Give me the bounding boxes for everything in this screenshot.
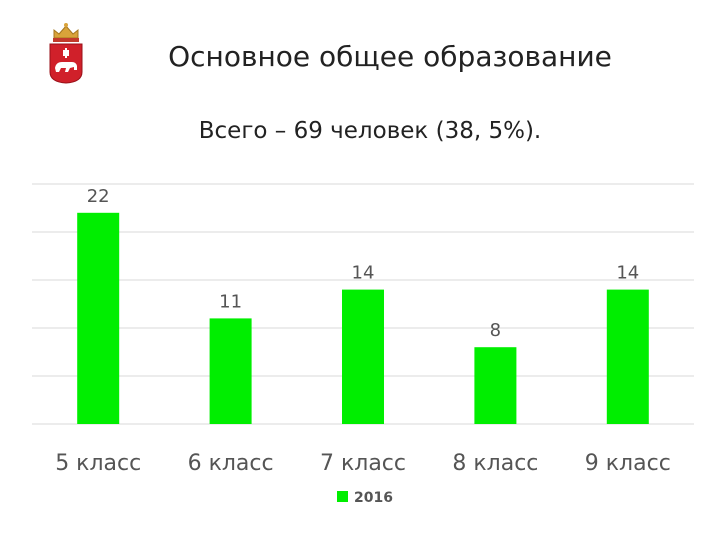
legend-swatch-2016 xyxy=(337,491,348,502)
bar-6-class xyxy=(209,318,252,424)
page-title: Основное общее образование xyxy=(168,40,612,73)
chart-bars xyxy=(77,212,649,424)
data-label: 14 xyxy=(616,263,639,284)
legend-label-2016: 2016 xyxy=(354,490,393,506)
x-tick-label: 7 класс xyxy=(320,451,406,476)
x-tick-label: 9 класс xyxy=(585,451,671,476)
x-tick-label: 5 класс xyxy=(55,451,141,476)
page-subtitle: Всего – 69 человек (38, 5%). xyxy=(198,118,542,144)
data-label: 14 xyxy=(352,263,375,284)
data-label: 11 xyxy=(219,291,242,312)
data-label: 22 xyxy=(87,186,110,207)
bar-7-class xyxy=(342,289,384,424)
data-label: 8 xyxy=(490,320,501,341)
bar-9-class xyxy=(606,289,649,424)
chart-data-labels: 22 11 14 8 14 xyxy=(87,186,640,341)
x-tick-label: 8 класс xyxy=(452,451,538,476)
chart-legend: 2016 xyxy=(337,490,393,506)
bar-8-class xyxy=(474,347,517,424)
coat-of-arms-icon xyxy=(49,23,83,84)
bar-5-class xyxy=(77,212,120,424)
x-tick-label: 6 класс xyxy=(188,451,274,476)
chart-x-tick-labels: 5 класс 6 класс 7 класс 8 класс 9 класс xyxy=(55,451,671,476)
